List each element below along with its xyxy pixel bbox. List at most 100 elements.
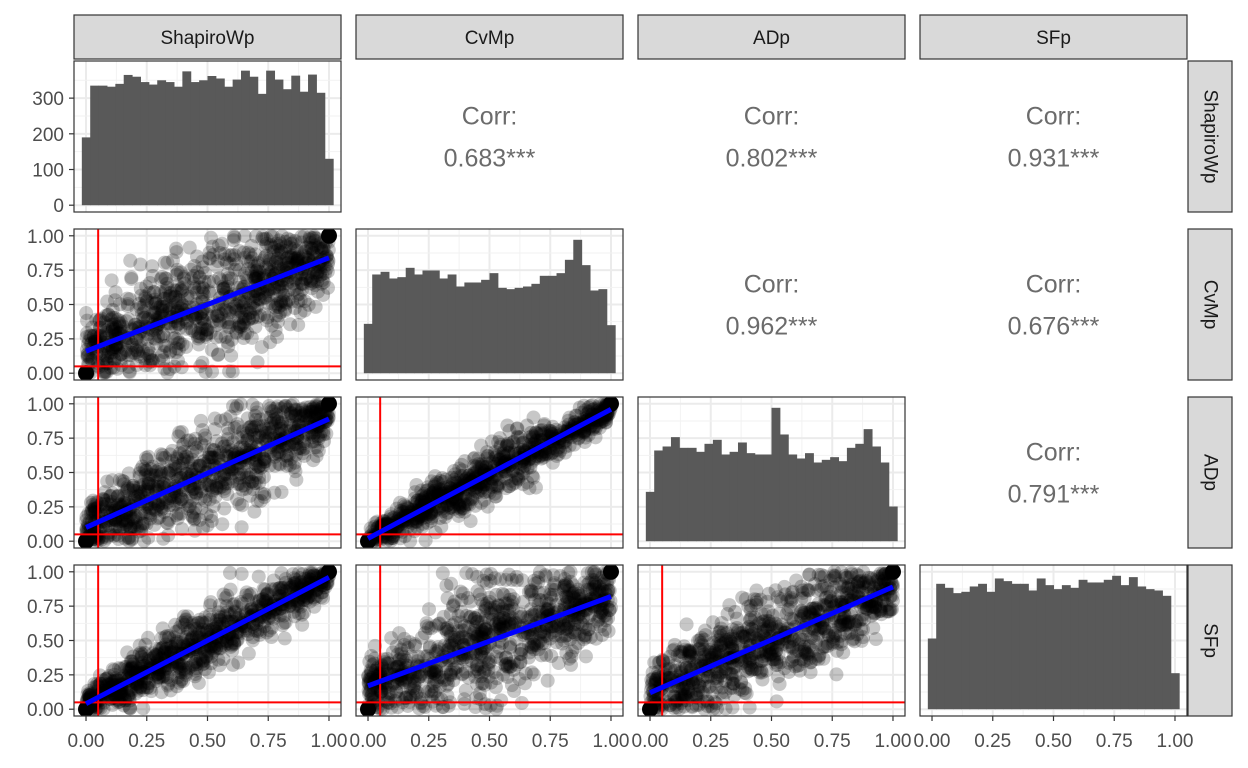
scatter-point [432, 484, 447, 499]
scatter-point [177, 270, 192, 285]
scatter-point [135, 459, 150, 474]
scatter-point [285, 294, 300, 309]
scatter-point [489, 479, 504, 494]
scatter-point [289, 575, 304, 590]
scatter-point [669, 693, 684, 708]
scatter-point [124, 270, 139, 285]
scatter-point [559, 590, 574, 605]
scatter-point [238, 481, 253, 496]
corr-value: 0.802*** [726, 145, 818, 173]
scatter-point [150, 498, 165, 513]
scatter-point [219, 448, 234, 463]
scatter-point [220, 588, 235, 603]
scatter-point [105, 473, 120, 488]
scatter-point [285, 409, 300, 424]
scatter-point [465, 567, 480, 582]
scatter-point [191, 326, 206, 341]
scatter-point [431, 640, 446, 655]
scatter-point [158, 644, 173, 659]
scatter-point [414, 630, 429, 645]
scatter-point [261, 296, 276, 311]
scatter-point [272, 277, 287, 292]
scatter-point [562, 410, 577, 425]
scatter-point [528, 480, 543, 495]
scatter-point [367, 656, 382, 671]
scatter-point [582, 405, 597, 420]
scatter-point [594, 584, 609, 599]
scatter-point [204, 479, 219, 494]
scatter-point [195, 285, 210, 300]
scatter-point [462, 497, 477, 512]
scatter-point [488, 450, 503, 465]
scatter-point [558, 439, 573, 454]
scatter-point [428, 477, 443, 492]
scatter-point [250, 430, 265, 445]
scatter-point [105, 324, 120, 339]
scatter-point [397, 497, 412, 512]
scatter-point [253, 624, 268, 639]
scatter-point [229, 324, 244, 339]
scatter-point [306, 590, 321, 605]
scatter-point [123, 685, 138, 700]
scatter-point [837, 578, 852, 593]
scatter-point [141, 449, 156, 464]
scatter-point [541, 596, 556, 611]
scatter-point [510, 430, 525, 445]
scatter-point [275, 414, 290, 429]
scatter-point [152, 670, 167, 685]
scatter-point [100, 497, 115, 512]
scatter-point [439, 498, 454, 513]
scatter-point [307, 230, 322, 245]
scatter-point [429, 643, 444, 658]
scatter-point [150, 474, 165, 489]
scatter-point [821, 628, 836, 643]
scatter-point [502, 603, 517, 618]
scatter-point [426, 487, 441, 502]
scatter-point [567, 591, 582, 606]
scatter-point [592, 584, 607, 599]
scatter-point [588, 430, 603, 445]
scatter-point [252, 622, 267, 637]
scatter-point [505, 611, 520, 626]
scatter-point [79, 306, 94, 321]
scatter-point [291, 598, 306, 613]
scatter-point [313, 264, 328, 279]
scatter-point [512, 671, 527, 686]
scatter-point [180, 466, 195, 481]
scatter-point [224, 271, 239, 286]
scatter-point [178, 662, 193, 677]
scatter-point [227, 636, 242, 651]
scatter-point [399, 499, 414, 514]
scatter-point [257, 490, 272, 505]
scatter-point [97, 533, 112, 548]
scatter-point [561, 565, 576, 580]
scatter-point [303, 404, 318, 419]
scatter-point [407, 637, 422, 652]
scatter-point [468, 611, 483, 626]
scatter-point [587, 573, 602, 588]
scatter-point [527, 638, 542, 653]
scatter-point [173, 465, 188, 480]
scatter-point [539, 593, 554, 608]
scatter-point [246, 482, 261, 497]
histogram-bar [696, 451, 705, 542]
scatter-point [408, 514, 423, 529]
scatter-point [287, 241, 302, 256]
scatter-point [199, 507, 214, 522]
scatter-point [220, 335, 235, 350]
scatter-point [96, 676, 111, 691]
scatter-point [467, 611, 482, 626]
scatter-point [214, 475, 229, 490]
scatter-point [273, 583, 288, 598]
scatter-point [534, 625, 549, 640]
scatter-point [478, 650, 493, 665]
scatter-point [479, 456, 494, 471]
scatter-point [283, 232, 298, 247]
scatter-point [538, 447, 553, 462]
scatter-point [132, 296, 147, 311]
scatter-point [205, 485, 220, 500]
scatter-point [483, 477, 498, 492]
scatter-point [289, 402, 304, 417]
scatter-point [245, 264, 260, 279]
scatter-point [232, 470, 247, 485]
